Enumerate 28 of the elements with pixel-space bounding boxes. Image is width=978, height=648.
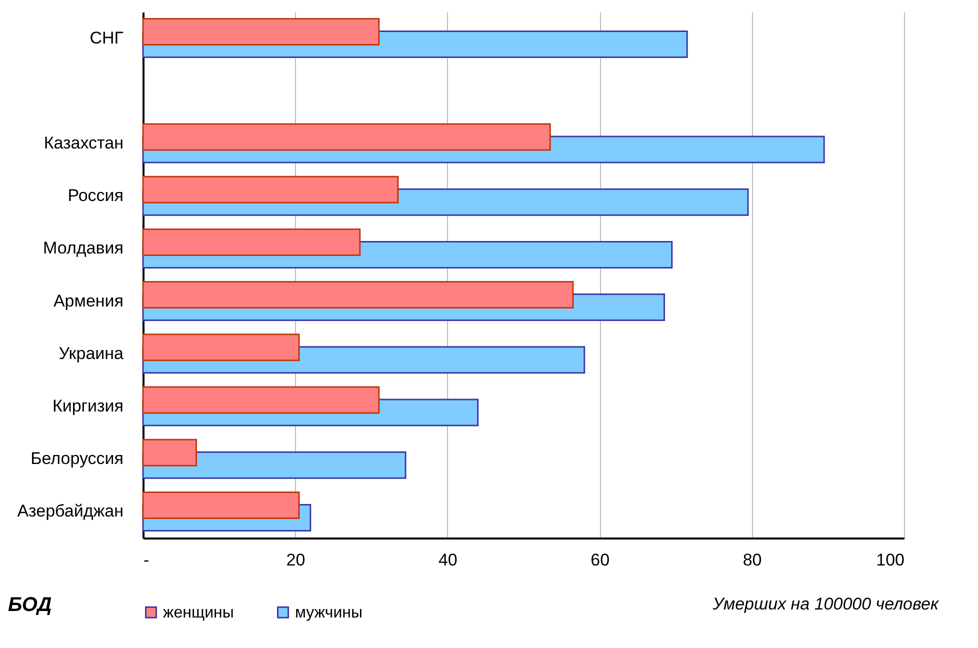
x-tick-label: 80 (742, 550, 762, 570)
bar (142, 491, 300, 519)
bar (142, 123, 551, 151)
y-tick-label: Армения (53, 291, 124, 310)
y-tick-label: СНГ (90, 28, 124, 48)
y-tick-label: Азербайджан (17, 502, 124, 521)
x-tick-label: 100 (876, 550, 904, 570)
bar (142, 386, 380, 414)
x-tick-label: 40 (438, 550, 458, 570)
y-tick-label: Киргизия (52, 396, 124, 416)
y-tick-label: Молдавия (43, 238, 124, 258)
x-tick-label: 20 (286, 550, 306, 570)
bar (142, 176, 399, 204)
x-tick-label: 60 (590, 550, 610, 570)
legend-label: мужчины (295, 604, 362, 622)
text: БОД (8, 594, 52, 616)
x-tick-label: - (144, 550, 150, 570)
bar (142, 334, 300, 362)
y-tick-label: Белоруссия (30, 449, 124, 468)
y-tick-label: Казахстан (44, 134, 124, 152)
bar (142, 438, 198, 466)
bar (142, 18, 380, 46)
y-tick-label: Украина (58, 344, 124, 363)
bar (142, 281, 574, 309)
bar (142, 228, 361, 256)
x-axis-title: Умерших на 100000 человек (712, 594, 940, 614)
legend-label: женщины (163, 604, 234, 622)
y-tick-label: Россия (68, 186, 124, 206)
